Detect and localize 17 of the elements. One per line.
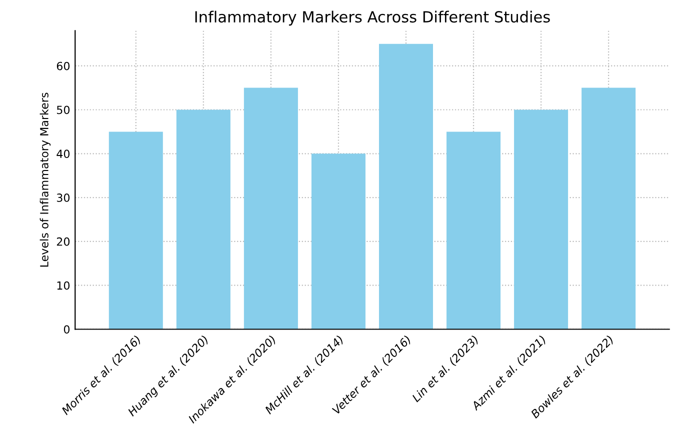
bar xyxy=(514,110,568,330)
chart-title: Inflammatory Markers Across Different Studies xyxy=(195,10,550,26)
bar xyxy=(244,88,298,330)
y-tick-label: 10 xyxy=(57,281,70,290)
y-axis-title: Levels of Inflammatory Markers xyxy=(40,92,51,267)
y-tick-label: 30 xyxy=(56,194,70,202)
y-tick-label: 20 xyxy=(56,237,70,246)
y-tick-label: 40 xyxy=(56,150,70,158)
bar xyxy=(176,110,230,330)
y-tick-label: 50 xyxy=(56,106,70,114)
bar xyxy=(582,88,636,330)
bar xyxy=(311,154,366,330)
bar xyxy=(446,132,501,330)
y-tick-label: 60 xyxy=(56,62,70,70)
y-tick-label: 0 xyxy=(64,325,70,334)
bar xyxy=(108,132,163,330)
bar xyxy=(378,44,434,330)
